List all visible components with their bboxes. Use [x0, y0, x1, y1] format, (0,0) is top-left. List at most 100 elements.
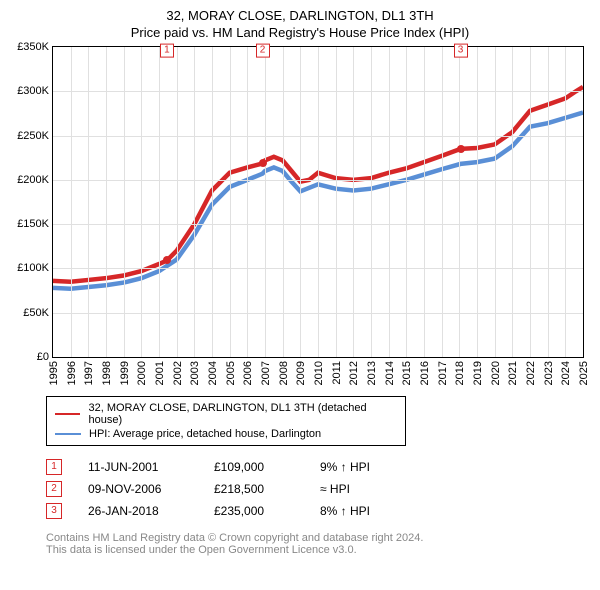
x-axis-label: 1996 [66, 361, 78, 385]
x-axis-label: 2006 [242, 361, 254, 385]
gridline-v [88, 47, 89, 357]
gridline-v [512, 47, 513, 357]
gridline-v [389, 47, 390, 357]
title-main: 32, MORAY CLOSE, DARLINGTON, DL1 3TH [10, 8, 590, 23]
gridline-v [424, 47, 425, 357]
gridline-v [159, 47, 160, 357]
gridline-v [71, 47, 72, 357]
marker-label: 2 [256, 44, 270, 58]
gridline-v [495, 47, 496, 357]
sales-price: £218,500 [214, 482, 294, 496]
y-axis-label: £100K [17, 262, 49, 274]
x-axis-label: 2010 [313, 361, 325, 385]
gridline-v [318, 47, 319, 357]
x-axis-label: 2018 [454, 361, 466, 385]
y-axis-label: £250K [17, 130, 49, 142]
sales-row: 111-JUN-2001£109,0009% ↑ HPI [46, 456, 590, 478]
gridline-v [194, 47, 195, 357]
sales-diff: 9% ↑ HPI [320, 460, 410, 474]
x-axis-label: 2011 [331, 361, 343, 385]
gridline-v [353, 47, 354, 357]
x-axis-label: 2014 [384, 361, 396, 385]
y-axis-label: £150K [17, 218, 49, 230]
gridline-v [300, 47, 301, 357]
x-axis-label: 2001 [154, 361, 166, 385]
sales-table: 111-JUN-2001£109,0009% ↑ HPI209-NOV-2006… [46, 456, 590, 522]
x-axis-label: 2019 [472, 361, 484, 385]
gridline-v [247, 47, 248, 357]
y-axis-label: £200K [17, 174, 49, 186]
x-axis-label: 2012 [348, 361, 360, 385]
gridline-v [406, 47, 407, 357]
marker-dot [457, 145, 465, 153]
x-axis-label: 2007 [260, 361, 272, 385]
x-axis-label: 2017 [437, 361, 449, 385]
gridline-v [124, 47, 125, 357]
legend-label: HPI: Average price, detached house, Darl… [89, 428, 321, 440]
titles: 32, MORAY CLOSE, DARLINGTON, DL1 3TH Pri… [10, 8, 590, 40]
x-axis-label: 2004 [207, 361, 219, 385]
x-axis-label: 2025 [578, 361, 590, 385]
gridline-v [565, 47, 566, 357]
gridline-v [442, 47, 443, 357]
x-axis-label: 2020 [490, 361, 502, 385]
sales-date: 09-NOV-2006 [88, 482, 188, 496]
x-axis-label: 2000 [136, 361, 148, 385]
gridline-v [336, 47, 337, 357]
sales-diff: ≈ HPI [320, 482, 410, 496]
title-sub: Price paid vs. HM Land Registry's House … [10, 25, 590, 40]
legend-swatch [55, 433, 81, 435]
sales-index: 3 [46, 503, 62, 519]
sales-index: 2 [46, 481, 62, 497]
y-axis-label: £50K [23, 307, 49, 319]
legend-swatch [55, 413, 80, 415]
sales-row: 326-JAN-2018£235,0008% ↑ HPI [46, 500, 590, 522]
gridline-v [530, 47, 531, 357]
gridline-v [177, 47, 178, 357]
gridline-v [141, 47, 142, 357]
gridline-v [371, 47, 372, 357]
footer-line-2: This data is licensed under the Open Gov… [46, 544, 590, 556]
x-axis-label: 2024 [560, 361, 572, 385]
gridline-v [548, 47, 549, 357]
gridline-v [212, 47, 213, 357]
gridline-v [265, 47, 266, 357]
x-axis-label: 2005 [225, 361, 237, 385]
legend: 32, MORAY CLOSE, DARLINGTON, DL1 3TH (de… [46, 396, 406, 446]
chart-container: 32, MORAY CLOSE, DARLINGTON, DL1 3TH Pri… [0, 0, 600, 564]
x-axis-label: 2003 [189, 361, 201, 385]
x-axis-label: 2023 [543, 361, 555, 385]
marker-dot [163, 256, 171, 264]
y-axis-label: £350K [17, 41, 49, 53]
legend-item: 32, MORAY CLOSE, DARLINGTON, DL1 3TH (de… [55, 401, 397, 427]
x-axis-label: 1998 [101, 361, 113, 385]
x-axis-label: 2013 [366, 361, 378, 385]
x-axis-label: 2008 [278, 361, 290, 385]
legend-item: HPI: Average price, detached house, Darl… [55, 427, 397, 441]
gridline-v [283, 47, 284, 357]
marker-label: 1 [160, 44, 174, 58]
sales-diff: 8% ↑ HPI [320, 504, 410, 518]
x-axis-label: 2002 [172, 361, 184, 385]
sales-row: 2 09-NOV-2006 £218,500 ≈ HPI [46, 478, 590, 500]
x-axis-label: 2015 [401, 361, 413, 385]
x-axis-label: 1999 [119, 361, 131, 385]
footer-line-1: Contains HM Land Registry data © Crown c… [46, 532, 590, 544]
sales-price: £235,000 [214, 504, 294, 518]
footer: Contains HM Land Registry data © Crown c… [46, 532, 590, 556]
chart: £0£50K£100K£150K£200K£250K£300K£350K1995… [52, 46, 584, 386]
gridline-v [230, 47, 231, 357]
gridline-v [106, 47, 107, 357]
plot-area: £0£50K£100K£150K£200K£250K£300K£350K1995… [52, 46, 584, 358]
marker-label: 3 [454, 44, 468, 58]
x-axis-label: 2009 [295, 361, 307, 385]
x-axis-label: 1997 [83, 361, 95, 385]
x-axis-label: 1995 [48, 361, 60, 385]
gridline-v [459, 47, 460, 357]
sales-index: 1 [46, 459, 62, 475]
sales-date: 11-JUN-2001 [88, 460, 188, 474]
y-axis-label: £300K [17, 85, 49, 97]
x-axis-label: 2021 [507, 361, 519, 385]
gridline-v [477, 47, 478, 357]
x-axis-label: 2022 [525, 361, 537, 385]
